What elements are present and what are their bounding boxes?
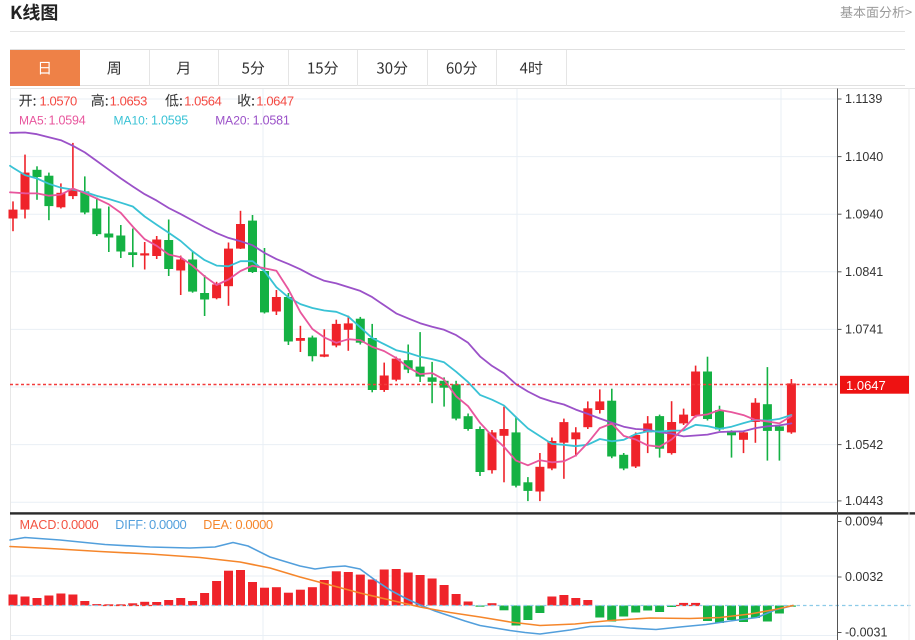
svg-text:DIFF:: DIFF: <box>115 518 146 532</box>
svg-text:1.0542: 1.0542 <box>845 438 883 452</box>
svg-text:MA20:: MA20: <box>215 114 250 128</box>
svg-text:0.0000: 0.0000 <box>235 517 273 532</box>
svg-text:-0.0031: -0.0031 <box>845 626 887 640</box>
svg-text:0.0094: 0.0094 <box>845 515 883 529</box>
svg-text:1.0443: 1.0443 <box>845 494 883 508</box>
svg-text:MA10:: MA10: <box>114 114 149 128</box>
svg-text:0.0032: 0.0032 <box>845 570 883 584</box>
svg-text:DEA:: DEA: <box>203 518 232 532</box>
svg-text:1.0594: 1.0594 <box>49 114 86 128</box>
svg-text:MA5:: MA5: <box>19 114 47 128</box>
svg-text:1.0653: 1.0653 <box>110 94 148 109</box>
svg-text:1.0564: 1.0564 <box>184 94 222 109</box>
svg-text:1.0595: 1.0595 <box>151 114 188 128</box>
svg-text:1.0647: 1.0647 <box>846 378 886 393</box>
svg-text:1.1040: 1.1040 <box>845 150 883 164</box>
svg-text:1.1139: 1.1139 <box>845 92 882 106</box>
svg-text:1.0841: 1.0841 <box>845 265 883 279</box>
svg-text:1.0647: 1.0647 <box>256 94 294 109</box>
svg-text:1.0940: 1.0940 <box>845 207 883 221</box>
svg-text:0.0000: 0.0000 <box>149 517 187 532</box>
svg-text:1.0741: 1.0741 <box>845 323 883 337</box>
svg-text:1.0581: 1.0581 <box>253 114 290 128</box>
svg-text:MACD:: MACD: <box>20 518 60 532</box>
svg-text:1.0570: 1.0570 <box>40 94 78 109</box>
svg-text:0.0000: 0.0000 <box>61 517 99 532</box>
